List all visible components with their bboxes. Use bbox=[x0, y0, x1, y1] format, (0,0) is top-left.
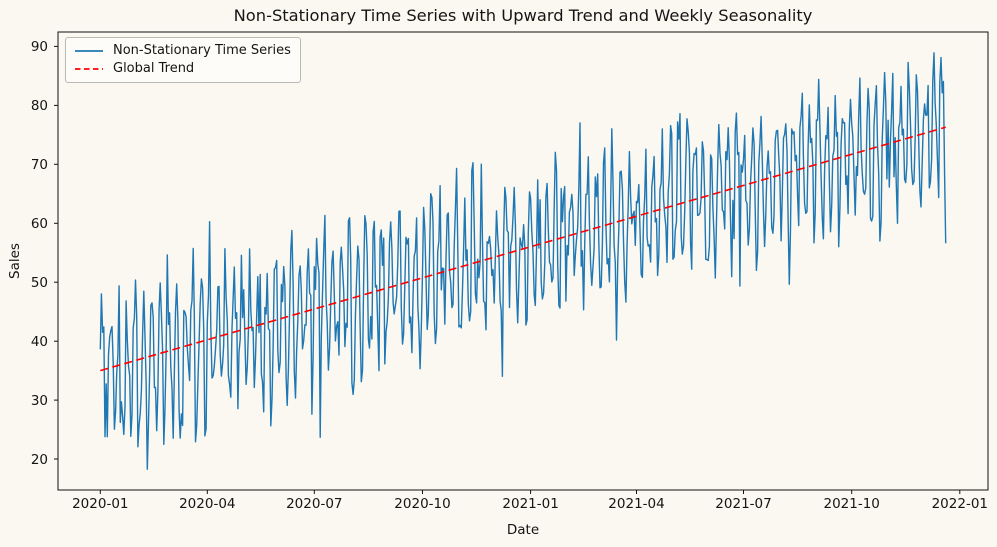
x-tick-label: 2021-01 bbox=[502, 496, 558, 512]
x-tick-label: 2020-10 bbox=[394, 496, 450, 512]
y-tick-label: 80 bbox=[31, 98, 48, 114]
x-axis-label: Date bbox=[506, 522, 540, 538]
y-tick-label: 90 bbox=[31, 39, 48, 55]
trend-line bbox=[100, 126, 946, 372]
x-tick-label: 2020-01 bbox=[72, 496, 128, 512]
legend-solid-line-icon bbox=[75, 49, 103, 52]
legend-entry-trend: Global Trend bbox=[74, 61, 291, 76]
axes-border bbox=[57, 31, 989, 491]
x-tick-label: 2021-04 bbox=[608, 496, 664, 512]
y-tick-label: 20 bbox=[31, 452, 48, 468]
legend-dashed-line-icon bbox=[75, 67, 103, 70]
legend: Non-Stationary Time Series Global Trend bbox=[65, 37, 301, 83]
y-axis-ticks: 20 30 40 50 60 70 80 90 bbox=[31, 39, 58, 468]
x-axis-ticks: 2020-01 2020-04 2020-07 2020-10 2021-01 2021-… bbox=[72, 490, 988, 512]
series-line bbox=[99, 52, 947, 470]
x-tick-label: 2021-07 bbox=[715, 496, 771, 512]
chart-title: Non-Stationary Time Series with Upward T… bbox=[233, 6, 813, 25]
y-tick-label: 70 bbox=[31, 157, 48, 173]
x-tick-label: 2021-10 bbox=[823, 496, 879, 512]
x-tick-label: 2022-01 bbox=[932, 496, 988, 512]
y-tick-label: 30 bbox=[31, 393, 48, 409]
y-tick-label: 50 bbox=[31, 275, 48, 291]
x-tick-label: 2020-07 bbox=[286, 496, 342, 512]
legend-label-series: Non-Stationary Time Series bbox=[113, 43, 291, 58]
legend-entry-series: Non-Stationary Time Series bbox=[74, 43, 291, 58]
legend-label-trend: Global Trend bbox=[113, 61, 195, 76]
y-tick-label: 60 bbox=[31, 216, 48, 232]
y-tick-label: 40 bbox=[31, 334, 48, 350]
x-tick-label: 2020-04 bbox=[179, 496, 235, 512]
